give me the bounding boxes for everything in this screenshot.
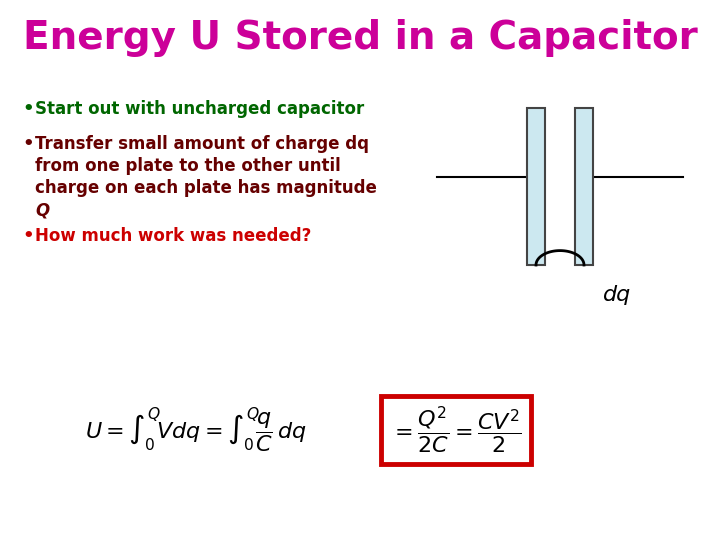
Text: How much work was needed?: How much work was needed?	[35, 227, 311, 245]
Text: •: •	[22, 135, 34, 153]
Text: •: •	[22, 100, 34, 118]
Text: dq: dq	[603, 285, 631, 305]
Text: $U = \int_0^Q \! Vdq = \int_0^Q \! \dfrac{q}{C} \, dq$: $U = \int_0^Q \! Vdq = \int_0^Q \! \dfra…	[85, 406, 307, 455]
Text: Transfer small amount of charge dq: Transfer small amount of charge dq	[35, 135, 369, 153]
Text: Start out with uncharged capacitor: Start out with uncharged capacitor	[35, 100, 364, 118]
Bar	[575, 108, 593, 265]
Text: •: •	[22, 227, 34, 245]
Text: Energy U Stored in a Capacitor: Energy U Stored in a Capacitor	[22, 19, 698, 57]
Text: $= \dfrac{Q^2}{2C} = \dfrac{CV^2}{2}$: $= \dfrac{Q^2}{2C} = \dfrac{CV^2}{2}$	[390, 404, 522, 456]
Text: from one plate to the other until: from one plate to the other until	[35, 157, 341, 175]
Text: charge on each plate has magnitude: charge on each plate has magnitude	[35, 179, 377, 197]
Text: Q: Q	[35, 201, 49, 219]
Bar	[527, 108, 545, 265]
